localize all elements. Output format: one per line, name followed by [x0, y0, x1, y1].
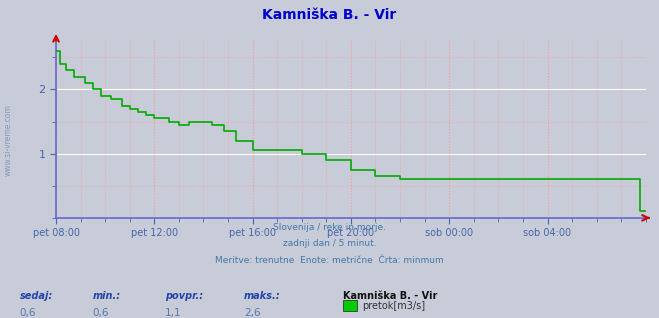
Text: Kamniška B. - Vir: Kamniška B. - Vir [343, 291, 437, 301]
Text: min.:: min.: [92, 291, 121, 301]
Text: www.si-vreme.com: www.si-vreme.com [3, 104, 13, 176]
Text: Meritve: trenutne  Enote: metrične  Črta: minmum: Meritve: trenutne Enote: metrične Črta: … [215, 256, 444, 265]
Text: 2,6: 2,6 [244, 308, 260, 318]
Text: Kamniška B. - Vir: Kamniška B. - Vir [262, 8, 397, 22]
Text: pretok[m3/s]: pretok[m3/s] [362, 301, 426, 311]
Text: Slovenija / reke in morje.: Slovenija / reke in morje. [273, 223, 386, 232]
Text: 0,6: 0,6 [20, 308, 36, 318]
Text: 1,1: 1,1 [165, 308, 181, 318]
Text: zadnji dan / 5 minut.: zadnji dan / 5 minut. [283, 239, 376, 248]
Text: sedaj:: sedaj: [20, 291, 53, 301]
Text: povpr.:: povpr.: [165, 291, 203, 301]
Text: 0,6: 0,6 [92, 308, 109, 318]
Text: maks.:: maks.: [244, 291, 281, 301]
